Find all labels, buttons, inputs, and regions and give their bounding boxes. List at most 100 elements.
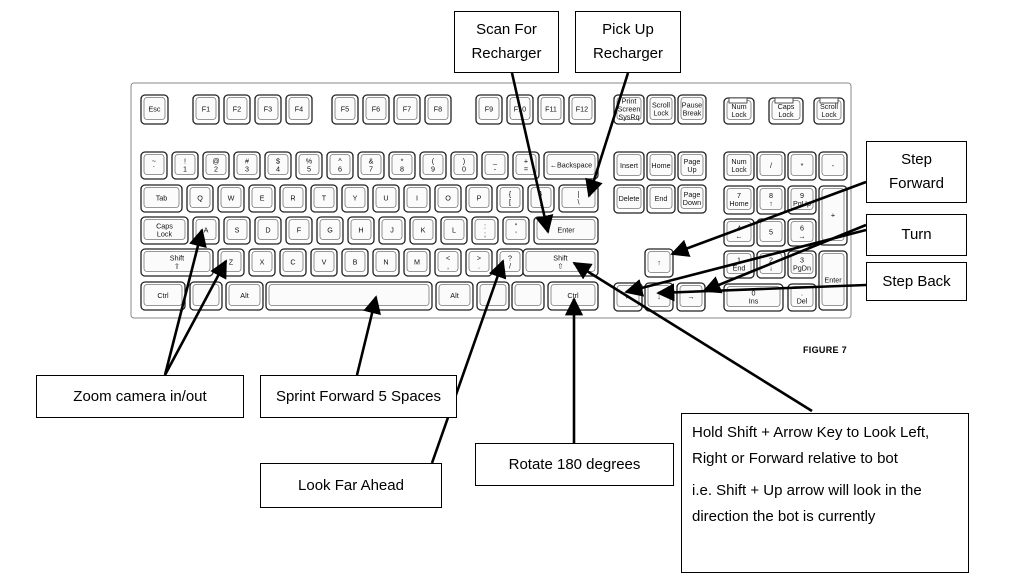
key: L bbox=[440, 216, 468, 245]
key: #3 bbox=[233, 151, 261, 180]
key-label: Alt bbox=[240, 291, 248, 300]
key-label: 1 bbox=[183, 164, 187, 173]
key-label: , bbox=[447, 261, 449, 270]
key-label: Home bbox=[651, 161, 670, 170]
key: _- bbox=[481, 151, 509, 180]
callout-step-back: Step Back bbox=[866, 262, 967, 301]
key-label: Print bbox=[622, 97, 637, 106]
key: 6→ bbox=[787, 218, 817, 247]
arrow-zoom-a bbox=[163, 228, 207, 376]
key-label: 8 bbox=[400, 164, 404, 173]
key-label: 6 bbox=[800, 224, 804, 233]
key: Y bbox=[341, 184, 369, 213]
key-label: F8 bbox=[434, 105, 442, 114]
key-label: 6 bbox=[338, 164, 342, 173]
key-label: [ bbox=[509, 197, 511, 206]
callout-scan-for-recharger: Scan For Recharger bbox=[454, 11, 559, 73]
key-label: 0 bbox=[462, 164, 466, 173]
key-label: End bbox=[655, 194, 668, 203]
key-label: Enter bbox=[824, 276, 842, 285]
key: %5 bbox=[295, 151, 323, 180]
key-label: Enter bbox=[557, 226, 575, 235]
key-label: R bbox=[290, 194, 295, 203]
key-label: Ctrl bbox=[567, 291, 579, 300]
key-label: B bbox=[353, 258, 358, 267]
led-indicator bbox=[819, 97, 839, 104]
key-label: Scroll bbox=[652, 101, 670, 110]
key-label: < bbox=[446, 254, 450, 263]
key-label: Num bbox=[731, 102, 746, 111]
key-label: ⇧ bbox=[557, 261, 563, 270]
key-label: F3 bbox=[264, 105, 272, 114]
key-label: → bbox=[687, 292, 694, 301]
key: F bbox=[285, 216, 313, 245]
key-label: 3 bbox=[245, 164, 249, 173]
key-label: } bbox=[540, 190, 543, 199]
key-label: > bbox=[477, 254, 481, 263]
key-label: Break bbox=[683, 108, 702, 117]
key: A bbox=[192, 216, 220, 245]
key-label: J bbox=[390, 226, 394, 235]
key: S bbox=[223, 216, 251, 245]
key: .Del bbox=[787, 283, 817, 312]
key-label: _ bbox=[492, 157, 498, 166]
key-label: ~ bbox=[152, 157, 156, 166]
key-label: Lock bbox=[821, 110, 837, 119]
key: F6 bbox=[362, 94, 390, 125]
key-label: Esc bbox=[149, 105, 161, 114]
key-label: 0 bbox=[752, 289, 756, 298]
key-label: ↓ bbox=[769, 263, 773, 272]
key-label: SysRq bbox=[618, 112, 639, 121]
led-indicator bbox=[774, 97, 794, 104]
key-label: - bbox=[494, 164, 497, 173]
key: F7 bbox=[393, 94, 421, 125]
callout-pick-up-recharger: Pick Up Recharger bbox=[575, 11, 681, 73]
key-label: * bbox=[401, 157, 404, 166]
key-label: Screen bbox=[618, 105, 641, 114]
key: F11 bbox=[537, 94, 565, 125]
key: - bbox=[818, 151, 848, 181]
key-label: K bbox=[421, 226, 426, 235]
key: C bbox=[279, 248, 307, 277]
key-label: 8 bbox=[769, 191, 773, 200]
key-label: D bbox=[265, 226, 270, 235]
key bbox=[476, 281, 510, 311]
key-label: 2 bbox=[214, 164, 218, 173]
key-label: F11 bbox=[545, 105, 557, 114]
key: → bbox=[676, 282, 706, 312]
key: R bbox=[279, 184, 307, 213]
key-label: . bbox=[478, 261, 480, 270]
key-label: F5 bbox=[341, 105, 349, 114]
key: M bbox=[403, 248, 431, 277]
key: J bbox=[378, 216, 406, 245]
key-label: → bbox=[798, 231, 805, 240]
key: G bbox=[316, 216, 344, 245]
key bbox=[511, 281, 545, 311]
key-label: F12 bbox=[576, 105, 588, 114]
key-label: ' bbox=[515, 229, 517, 238]
key: Delete bbox=[613, 184, 645, 214]
key-label: * bbox=[801, 161, 804, 170]
key: Ctrl bbox=[140, 281, 186, 311]
key-label: G bbox=[327, 226, 333, 235]
key: >. bbox=[465, 248, 493, 277]
key: ~` bbox=[140, 151, 168, 180]
key: 8↑ bbox=[756, 185, 786, 215]
key: &7 bbox=[357, 151, 385, 180]
key-label: " bbox=[515, 222, 518, 231]
key-label: ↑ bbox=[657, 258, 661, 267]
key-label: ← bbox=[735, 231, 742, 240]
key-label: PgUp bbox=[793, 199, 811, 208]
key: B bbox=[341, 248, 369, 277]
callout-step-forward: Step Forward bbox=[866, 141, 967, 203]
arrow-pickup-recharger bbox=[585, 72, 630, 198]
key: !1 bbox=[171, 151, 199, 180]
key-label: ) bbox=[463, 157, 465, 166]
key-label: + bbox=[831, 211, 835, 220]
key: W bbox=[217, 184, 245, 213]
